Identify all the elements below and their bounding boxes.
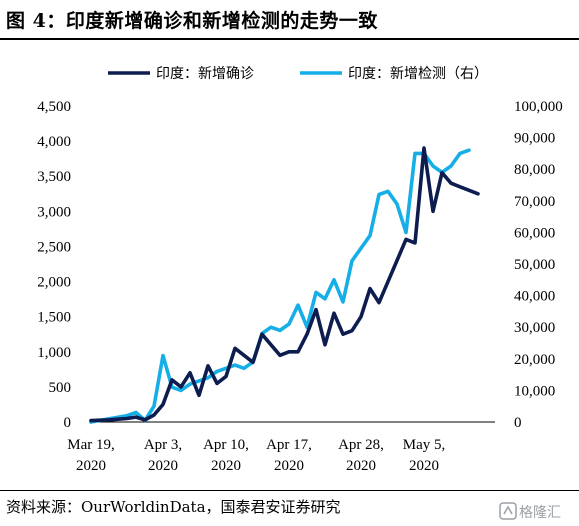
y-right-tick-label: 0 [514,415,522,431]
axes: 0 500 1,000 1,500 2,000 2,500 3,000 3,500 4,000 4… [37,99,563,474]
y-right-tick-label: 100,000 [514,99,563,115]
x-tick-label-year: 2020 [409,458,439,474]
legend-item-new-cases-label: 印度：新增确诊 [156,66,254,82]
y-left-tick-label: 4,000 [37,134,71,150]
x-tick-label: Apr 17, [266,437,312,453]
y-right-tick-label: 70,000 [514,194,555,210]
svg-text:格隆汇: 格隆汇 [519,505,561,521]
y-left-tick-label: 2,500 [37,239,71,255]
y-right-tick-label: 40,000 [514,289,555,305]
y-left-tick-label: 1,000 [37,345,71,361]
series-line-new-tests [89,148,471,424]
y-right-tick-label: 20,000 [514,352,555,368]
y-right-tick-label: 30,000 [514,320,555,336]
y-left-tick-label: 500 [49,380,72,396]
x-tick-label-year: 2020 [76,458,106,474]
x-tick-label: May 5, [403,437,446,453]
series-layer [89,146,480,424]
x-tick-label-year: 2020 [346,458,376,474]
series-line-new-cases [89,146,480,423]
x-tick-label: Mar 19, [67,437,115,453]
y-right-tick-label: 10,000 [514,383,555,399]
y-left-tick-label: 0 [64,415,72,431]
title-rule [0,38,579,40]
x-tick-label-year: 2020 [211,458,241,474]
legend: 印度：新增确诊 印度：新增检测（右） [108,66,488,82]
source-rule [0,490,579,491]
y-left-tick-label: 1,500 [37,310,71,326]
source-note: 资料来源：OurWorldinData，国泰君安证券研究 [6,498,341,516]
x-tick-label: Apr 28, [338,437,384,453]
x-tick-label: Apr 3, [144,437,182,453]
y-right-tick-label: 80,000 [514,162,555,178]
x-tick-label-year: 2020 [274,458,304,474]
y-right-tick-label: 90,000 [514,131,555,147]
y-left-tick-label: 3,500 [37,169,71,185]
line-chart: 印度：新增确诊 印度：新增检测（右） 0 500 1,000 1,500 2,000 2,5… [37,66,563,474]
legend-item-new-tests-label: 印度：新增检测（右） [348,66,488,82]
y-left-tick-label: 3,000 [37,204,71,220]
x-tick-label-year: 2020 [148,458,178,474]
y-left-tick-label: 2,000 [37,275,71,291]
y-right-tick-label: 60,000 [514,225,555,241]
y-left-tick-label: 4,500 [37,99,71,115]
gelonghui-watermark-logo: 格隆汇 [499,502,561,521]
figure-title: 图 4：印度新增确诊和新增检测的走势一致 [6,10,378,32]
y-right-tick-label: 50,000 [514,257,555,273]
x-tick-label: Apr 10, [203,437,249,453]
